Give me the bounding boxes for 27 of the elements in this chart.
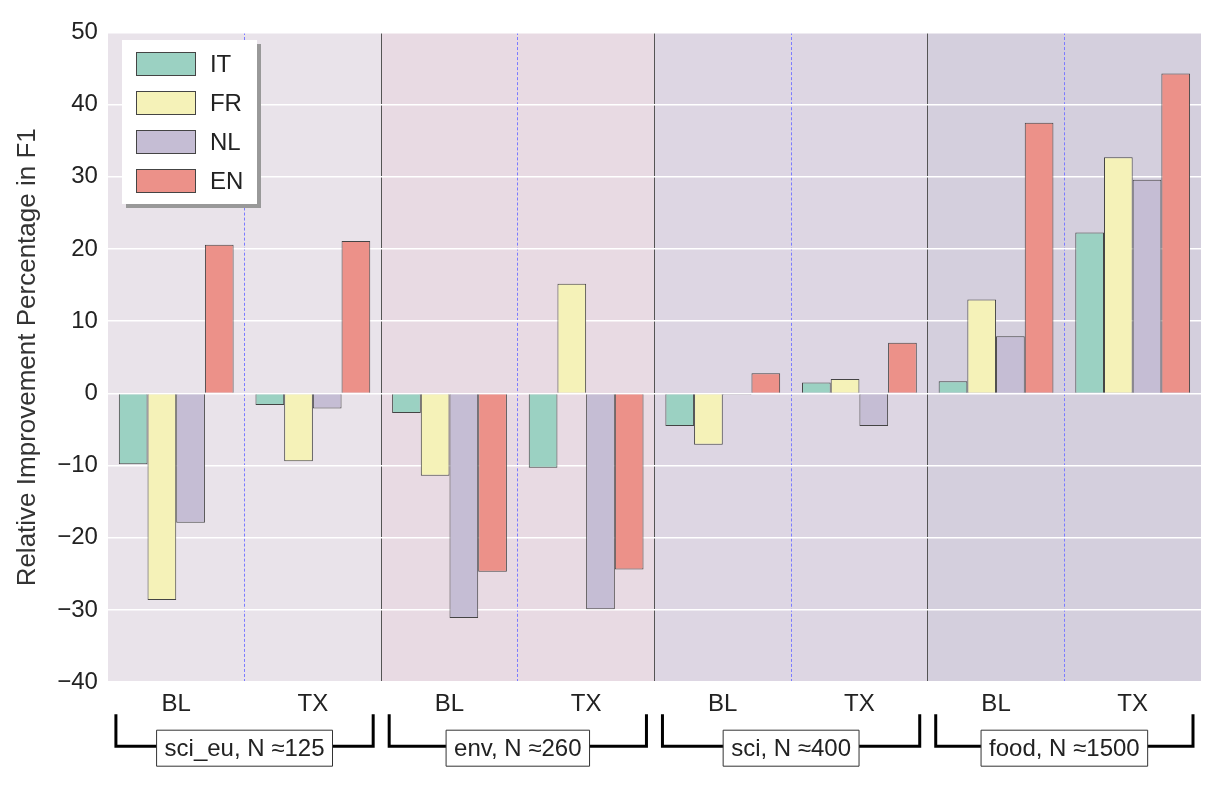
- x-tick-label: TX: [844, 689, 875, 717]
- x-tick-label: TX: [1117, 689, 1149, 717]
- x-tick-label: BL: [708, 689, 738, 717]
- text: sci_eu, N ≈125: [164, 733, 325, 761]
- y-tick-label: −30: [57, 594, 98, 622]
- x-tick-label: TX: [570, 689, 602, 717]
- y-tick-label: −10: [57, 450, 98, 478]
- legend-label: EN: [209, 166, 244, 195]
- y-tick-label: 20: [71, 233, 98, 261]
- y-tick-label: 10: [71, 305, 98, 333]
- x-tick-label: BL: [434, 689, 465, 717]
- x-tick-label: TX: [297, 689, 329, 717]
- text: food, N ≈1500: [989, 733, 1140, 761]
- y-tick-label: −40: [57, 666, 98, 694]
- y-tick-label: −20: [57, 522, 98, 550]
- y-tick-label: 0: [84, 378, 98, 406]
- y-tick-label: 30: [71, 161, 98, 189]
- legend-label: IT: [209, 49, 232, 78]
- text: env, N ≈260: [454, 733, 582, 761]
- y-tick-label: 40: [71, 89, 98, 117]
- text: sci, N ≈400: [731, 733, 852, 761]
- x-tick-label: BL: [981, 689, 1011, 717]
- y-tick-label: 50: [71, 17, 98, 45]
- legend-label: NL: [209, 127, 241, 156]
- x-tick-label: BL: [161, 689, 191, 717]
- legend-label: FR: [209, 88, 242, 117]
- y-axis-title: Relative Improvement Percentage in F1: [10, 128, 41, 587]
